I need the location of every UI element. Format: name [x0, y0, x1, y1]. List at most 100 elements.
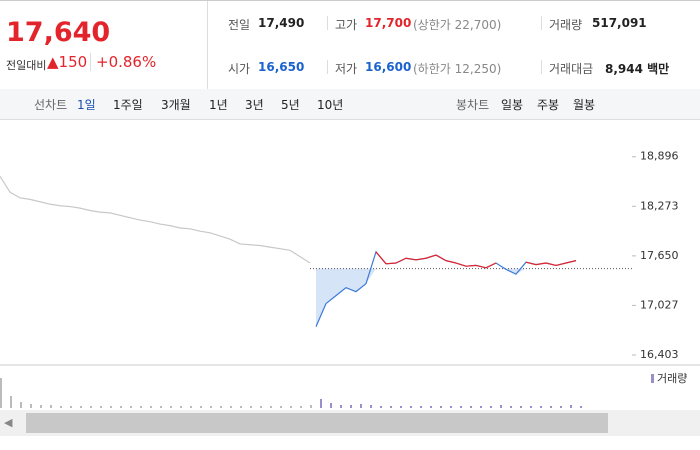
info-label: 거래대금 [549, 62, 594, 76]
volume-bar [310, 405, 312, 408]
volume-bar [30, 404, 32, 408]
volume-bar [40, 405, 42, 408]
scrollbar[interactable]: ◀ [0, 410, 700, 436]
volume-bar [430, 406, 432, 408]
volume-legend-swatch [651, 374, 654, 383]
info-extra: (하한가 12,250) [413, 62, 502, 76]
volume-bar [330, 403, 332, 408]
volume-bar [390, 406, 392, 408]
up-segment [375, 251, 387, 265]
change-label: 전일대비 [6, 59, 47, 72]
change-pct: +0.86% [96, 53, 157, 71]
info-label: 저가 [335, 62, 358, 76]
info-value: 16,650 [258, 60, 305, 74]
volume-bar [200, 406, 202, 408]
divider [90, 53, 91, 71]
line-label: 선차트 [34, 98, 68, 112]
volume-bar [110, 406, 112, 408]
scroll-thumb[interactable] [26, 413, 608, 433]
info-divider [327, 16, 328, 30]
period-tab[interactable]: 10년 [317, 98, 344, 112]
info-value: 16,600 [365, 60, 412, 74]
volume-bar [270, 406, 272, 408]
scroll-left[interactable]: ◀ [4, 416, 13, 429]
info-divider [327, 60, 328, 74]
tab-bar: 선차트 1일 1주일 3개월 1년 3년 5년 10년 봉차트 일봉 주봉 월봉 [0, 89, 700, 120]
volume-bar [90, 406, 92, 408]
volume-bar [290, 406, 292, 408]
volume-bar [50, 405, 52, 408]
period-tab[interactable]: 1일 [77, 98, 96, 112]
volume-bar [100, 406, 102, 408]
up-segment [565, 260, 577, 264]
up-segment [475, 264, 487, 269]
volume-bar [130, 406, 132, 408]
up-segment [425, 254, 437, 259]
volume-bar [450, 406, 452, 408]
info-divider [541, 60, 542, 74]
volume-bar [440, 406, 442, 408]
volume-bar [210, 406, 212, 408]
volume-bar [540, 406, 542, 408]
volume-bar [500, 405, 502, 408]
volume-bar [240, 406, 242, 408]
volume-bar [350, 405, 352, 408]
up-segment [405, 257, 417, 261]
info-label: 전일 [228, 18, 251, 32]
change-value: ▲150 [47, 53, 88, 71]
volume-bar [150, 406, 152, 408]
volume-bar [120, 406, 122, 408]
info-value: 17,490 [258, 16, 305, 30]
volume-bar [140, 406, 142, 408]
volume-bar [0, 378, 2, 408]
volume-bar [480, 406, 482, 408]
volume-bar [170, 406, 172, 408]
volume-bar [320, 399, 322, 408]
volume-bar [360, 404, 362, 408]
volume-bar [60, 406, 62, 408]
info-label: 고가 [335, 18, 358, 32]
info-divider [541, 16, 542, 30]
volume-bar [550, 406, 552, 408]
volume-bar [420, 406, 422, 408]
volume-bar [180, 406, 182, 408]
info-value: 8,944 백만 [605, 62, 670, 76]
info-label: 시가 [228, 62, 251, 76]
volume-bar [580, 406, 582, 408]
price-line [0, 175, 311, 264]
up-segment [435, 254, 447, 262]
up-segment [445, 260, 457, 264]
period-tab[interactable]: 3개월 [161, 98, 191, 112]
period-tab[interactable]: 일봉 [501, 98, 524, 112]
volume-bar [520, 406, 522, 408]
period-tab[interactable]: 1주일 [113, 98, 143, 112]
period-tab[interactable]: 1년 [209, 98, 228, 112]
change: 150 [58, 53, 88, 71]
volume-bar [230, 406, 232, 408]
period-tab[interactable]: 주봉 [537, 98, 560, 112]
info-extra: (상한가 22,700) [413, 18, 502, 32]
volume-bar [460, 406, 462, 408]
y-tick-label: 16,403 [640, 348, 679, 361]
up-segment [415, 257, 427, 261]
volume-legend: 거래량 [657, 372, 687, 385]
volume-bar [410, 406, 412, 408]
period-tab[interactable]: 5년 [281, 98, 300, 112]
y-tick-label: 18,273 [640, 199, 679, 212]
volume-bar [470, 406, 472, 408]
up-segment [465, 264, 477, 267]
volume-bar [10, 396, 12, 408]
chart: 거래량 18,896 18,273 17,650 17,027 16,403 [0, 150, 700, 408]
volume-bar [250, 406, 252, 408]
up-segment [545, 262, 557, 266]
volume-bar [380, 406, 382, 408]
volume-bar [570, 405, 572, 408]
info-value: 517,091 [592, 16, 647, 30]
period-tab[interactable]: 월봉 [573, 98, 596, 112]
period-tab[interactable]: 3년 [245, 98, 264, 112]
volume-bar [510, 406, 512, 408]
volume-bar [280, 406, 282, 408]
price-box: 17,640 전일대비 ▲150 +0.86% [0, 1, 208, 89]
y-tick-label: 17,027 [640, 298, 679, 311]
